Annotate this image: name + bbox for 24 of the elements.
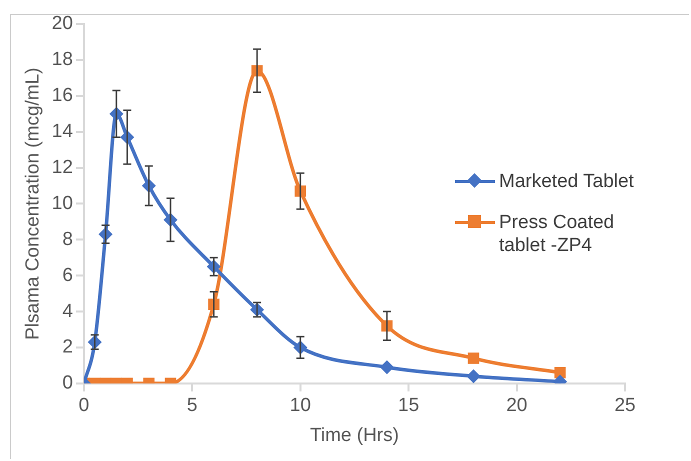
y-tick-label: 4 — [62, 300, 74, 322]
legend-label: Press Coated tablet -ZP4 — [499, 211, 616, 257]
point — [468, 352, 480, 364]
x-tick-label: 15 — [398, 395, 420, 416]
y-axis-title: Plsama Concentration (mcg/mL) — [22, 67, 44, 340]
point — [380, 360, 394, 374]
x-axis-title: Time (Hrs) — [310, 424, 399, 446]
y-tick-label: 20 — [52, 13, 73, 34]
y-tick-label: 10 — [52, 192, 73, 214]
y-tick-label: 2 — [62, 336, 73, 358]
x-tick-label: 25 — [614, 395, 636, 416]
y-tick-label: 6 — [62, 264, 73, 286]
legend-label: Marketed Tablet — [499, 170, 635, 193]
x-tick-label: 10 — [290, 395, 311, 416]
y-tick-label: 12 — [52, 156, 73, 178]
point — [466, 369, 480, 384]
x-tick-label: 20 — [506, 395, 528, 416]
y-tick-label: 14 — [52, 121, 74, 142]
y-tick-label: 0 — [62, 372, 73, 394]
x-tick-label: 5 — [186, 395, 198, 416]
y-tick-label: 8 — [62, 228, 73, 250]
y-tick-label: 16 — [52, 85, 73, 106]
y-tick-label: 18 — [52, 49, 73, 70]
x-tick-label: 0 — [78, 395, 90, 416]
